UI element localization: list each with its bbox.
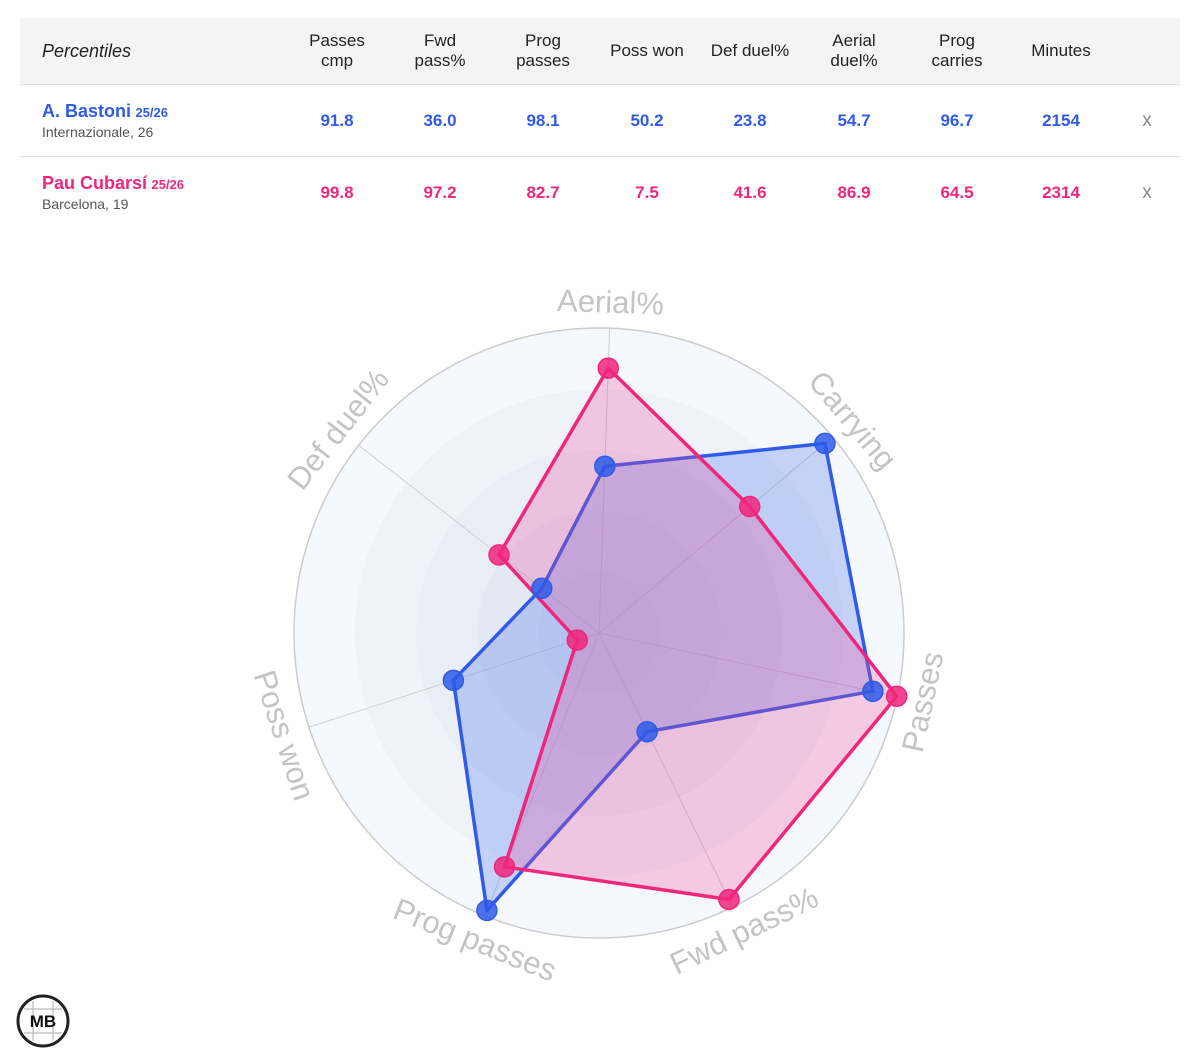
radar-point — [531, 577, 553, 600]
column-header: Minutes — [1011, 18, 1111, 84]
player-name: Pau Cubarsí 25/26 — [42, 173, 184, 194]
radar-point — [442, 669, 465, 692]
column-header-line: cmp — [320, 51, 354, 70]
column-header-line: Prog — [525, 31, 561, 50]
player-club: Barcelona, 19 — [42, 196, 129, 212]
column-header-line: duel% — [830, 51, 878, 70]
player-name-text: A. Bastoni — [42, 101, 132, 121]
player-name-text: Pau Cubarsí — [42, 173, 148, 193]
radar-outer-circle — [293, 327, 905, 939]
radar-point — [814, 432, 836, 455]
table-row: Pau Cubarsí 25/26 Barcelona, 19 x 99.8 97… — [20, 157, 1180, 228]
table-title: Percentiles — [42, 40, 132, 61]
column-header-line: passes — [516, 51, 570, 70]
column-header-line: Passes — [309, 31, 365, 50]
column-header: Poss won — [597, 18, 697, 84]
column-header-line: Minutes — [1031, 41, 1091, 60]
table-cell: 2314 — [1042, 182, 1080, 202]
column-header: Fwd pass% — [390, 18, 490, 84]
table-cell: 36.0 — [423, 110, 457, 130]
column-header-line: pass% — [414, 51, 466, 70]
remove-player-button[interactable]: x — [1142, 181, 1152, 203]
table-cell: 50.2 — [630, 110, 664, 130]
column-header: Passes cmp — [287, 18, 387, 84]
table-cell: 86.9 — [837, 182, 871, 202]
table-cell: 54.7 — [837, 110, 871, 130]
radar-point — [476, 899, 498, 922]
radar-point — [718, 888, 740, 911]
table-cell: 41.6 — [733, 182, 767, 202]
column-header-line: carries — [931, 51, 983, 70]
radar-point — [885, 685, 908, 708]
player-name: A. Bastoni 25/26 — [42, 101, 168, 122]
table-row: A. Bastoni 25/26 Internazionale, 26 x 91… — [20, 85, 1180, 157]
radar-point — [862, 680, 884, 702]
radar-point — [488, 544, 510, 566]
table-cell: 99.8 — [320, 182, 354, 202]
radar-spoke — [598, 328, 611, 634]
column-header-line: Aerial — [832, 31, 876, 50]
radar-point — [597, 357, 619, 379]
column-header-line: Fwd — [423, 31, 457, 50]
radar-series-area — [497, 366, 899, 902]
table-cell: 91.8 — [320, 110, 354, 130]
radar-point — [594, 455, 616, 478]
table-cell: 96.7 — [940, 110, 974, 130]
radar-point — [636, 720, 658, 743]
column-header: Prog carries — [907, 18, 1007, 84]
radar-spoke — [598, 436, 833, 634]
table-header: Percentiles Passes cmp Fwd pass% Prog passes P… — [20, 18, 1180, 85]
radar-series-area — [451, 441, 875, 913]
column-header-line: Def duel% — [710, 41, 790, 60]
percentiles-table: Percentiles Passes cmp Fwd pass% Prog passes P… — [20, 18, 1180, 228]
table-cell: 2154 — [1042, 110, 1080, 130]
table-cell: 23.8 — [733, 110, 767, 130]
player-club: Internazionale, 26 — [42, 124, 154, 140]
radar-axis-label: Aerial% — [557, 283, 665, 322]
table-cell: 7.5 — [635, 182, 659, 202]
radar-spoke — [598, 632, 898, 697]
table-cell: 98.1 — [526, 110, 560, 130]
remove-player-button[interactable]: x — [1142, 109, 1152, 131]
column-header: Def duel% — [700, 18, 800, 84]
radar-spoke — [358, 444, 600, 634]
table-cell: 97.2 — [423, 182, 457, 202]
player-season: 25/26 — [135, 105, 169, 120]
column-header: Aerial duel% — [804, 18, 904, 84]
radar-point — [493, 856, 516, 878]
column-header: Prog passes — [493, 18, 593, 84]
mb-logo: MB — [16, 994, 70, 1048]
table-cell: 82.7 — [526, 182, 560, 202]
table-cell: 64.5 — [940, 182, 974, 202]
column-header-line: Prog — [939, 31, 975, 50]
logo-text: MB — [30, 1012, 56, 1031]
radar-point — [738, 495, 761, 518]
column-header-line: Poss won — [610, 41, 684, 60]
radar-point — [566, 629, 588, 651]
radar-spoke — [598, 632, 734, 908]
player-season: 25/26 — [151, 177, 185, 192]
